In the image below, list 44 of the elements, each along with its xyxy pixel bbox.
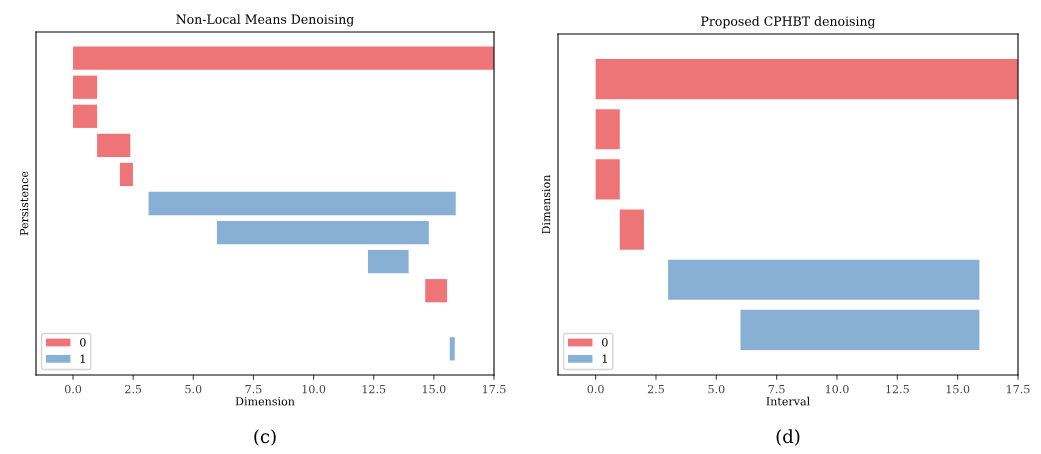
x-tick-label: 17.5	[482, 384, 506, 394]
legend-label: 1	[80, 354, 85, 363]
bar	[619, 209, 644, 250]
x-tick-label: 10.0	[302, 384, 326, 394]
y-axis-title: Dimension	[541, 174, 551, 234]
legend-label: 0	[602, 338, 608, 347]
x-tick-label: 17.5	[1006, 384, 1030, 394]
bar	[148, 191, 456, 216]
bar	[73, 46, 494, 70]
chart-title: Proposed CPHBT denoising	[701, 16, 876, 29]
bar	[216, 220, 429, 245]
x-tick-label: 2.5	[125, 384, 142, 394]
bar	[595, 59, 1018, 100]
bar	[97, 133, 131, 157]
x-tick-label: 7.5	[768, 385, 785, 394]
bar	[595, 159, 620, 200]
x-tick-label: 12.5	[886, 384, 909, 394]
bar	[425, 279, 448, 303]
x-tick-label: 0.0	[64, 384, 82, 394]
text: (c)	[254, 429, 276, 446]
x-tick-label: 15.0	[422, 384, 446, 394]
x-tick-label: 15.0	[946, 384, 970, 394]
legend-label: 0	[80, 338, 86, 347]
x-tick-label: 10.0	[825, 384, 849, 394]
text: (d)	[776, 429, 800, 446]
x-tick-label: 2.5	[647, 384, 664, 394]
x-axis-title: Dimension	[235, 397, 295, 406]
chart-title: Non-Local Means Denoising	[176, 14, 354, 27]
bar	[73, 104, 98, 128]
x-tick-label: 0.0	[587, 384, 604, 394]
bar	[449, 337, 455, 361]
y-axis-title: Persistence	[19, 171, 29, 236]
bar	[367, 250, 409, 274]
bar	[595, 109, 620, 150]
x-tick-label: 7.5	[245, 385, 262, 394]
x-tick-label: 5.0	[708, 384, 725, 394]
bar	[668, 259, 980, 300]
bar	[740, 309, 980, 350]
x-tick-label: 5.0	[185, 384, 202, 394]
bar	[73, 75, 98, 99]
x-tick-label: 12.5	[362, 384, 386, 394]
bar	[119, 162, 133, 187]
x-axis-title: Interval	[766, 396, 810, 406]
legend-label: 1	[602, 354, 607, 363]
